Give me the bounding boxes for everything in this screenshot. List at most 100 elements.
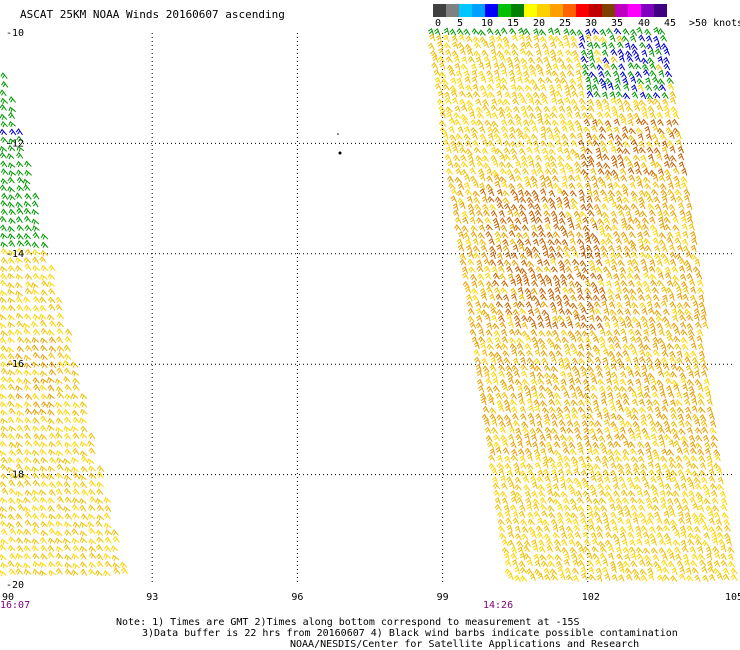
wind-barb xyxy=(464,43,473,51)
wind-barb xyxy=(461,266,469,274)
wind-barb xyxy=(40,553,48,560)
wind-barb xyxy=(489,41,496,49)
wind-barb xyxy=(678,265,686,273)
wind-barb xyxy=(570,294,577,302)
wind-barb xyxy=(508,426,515,434)
wind-barb xyxy=(614,342,622,350)
wind-barb xyxy=(702,574,709,583)
wind-barb xyxy=(637,237,644,246)
wind-barb xyxy=(696,328,704,337)
wind-barb xyxy=(645,35,653,43)
wind-barb xyxy=(438,47,445,56)
wind-barb xyxy=(8,106,17,113)
wind-barb xyxy=(713,567,721,575)
wind-barb xyxy=(32,552,40,560)
wind-barb xyxy=(0,224,7,232)
wind-barb xyxy=(680,377,687,385)
wind-barb xyxy=(56,360,65,368)
wind-barb xyxy=(492,272,500,280)
wind-barb xyxy=(79,536,88,544)
wind-barb xyxy=(690,253,698,261)
wind-barb xyxy=(456,238,464,246)
wind-barb xyxy=(493,434,501,442)
wind-barb xyxy=(41,400,49,408)
wind-barb xyxy=(607,294,615,302)
wind-barb xyxy=(485,377,493,385)
wind-barb xyxy=(678,257,686,266)
wind-barb xyxy=(610,210,617,218)
wind-barb xyxy=(542,202,550,210)
wind-barb xyxy=(490,104,498,112)
wind-barb xyxy=(543,49,550,57)
wind-barb xyxy=(46,401,55,408)
wind-barb xyxy=(466,48,474,57)
wind-barb xyxy=(645,77,651,85)
wind-barb xyxy=(498,420,506,428)
wind-barb xyxy=(16,169,24,176)
wind-barb xyxy=(632,511,640,519)
wind-barb xyxy=(7,201,15,208)
wind-barb xyxy=(653,560,661,568)
wind-barb xyxy=(531,279,539,288)
wind-barb xyxy=(652,229,659,238)
wind-barb xyxy=(707,566,715,574)
wind-barb xyxy=(543,567,551,575)
wind-barb xyxy=(531,231,539,238)
wind-barb xyxy=(501,279,509,287)
wind-barb xyxy=(669,350,676,359)
wind-barb xyxy=(536,272,544,281)
wind-barb xyxy=(663,433,672,441)
wind-barb xyxy=(25,344,33,352)
wind-barb xyxy=(661,245,668,253)
wind-barb xyxy=(694,370,700,378)
wind-barb xyxy=(698,512,706,520)
wind-barb xyxy=(540,83,547,92)
wind-barb xyxy=(492,377,499,386)
wind-barb xyxy=(659,538,666,546)
wind-barb xyxy=(23,304,32,312)
wind-barb xyxy=(8,505,17,512)
wind-barb xyxy=(570,41,578,49)
wind-barb xyxy=(598,77,607,85)
wind-barb xyxy=(581,266,589,274)
wind-barb xyxy=(657,369,665,378)
wind-barb xyxy=(48,481,57,489)
wind-barb xyxy=(550,210,558,218)
wind-barb xyxy=(554,545,562,553)
wind-barb xyxy=(681,383,688,392)
wind-barb xyxy=(528,56,536,64)
wind-barb xyxy=(640,315,648,323)
wind-barb xyxy=(582,545,591,553)
wind-barb xyxy=(492,126,500,134)
pass-time-label: 16:07 xyxy=(0,600,30,611)
wind-barb xyxy=(557,455,564,463)
wind-barb xyxy=(48,441,57,448)
scale-swatch xyxy=(602,4,615,17)
wind-barb xyxy=(526,138,533,147)
wind-barb xyxy=(15,520,23,528)
wind-barb xyxy=(1,192,9,200)
wind-barb xyxy=(552,216,559,225)
wind-barb xyxy=(516,69,523,77)
wind-barb xyxy=(494,196,503,204)
wind-barb xyxy=(685,468,693,476)
wind-barb xyxy=(676,503,684,512)
wind-barb xyxy=(470,63,478,71)
wind-barb xyxy=(507,209,514,217)
wind-barb xyxy=(88,561,97,568)
wind-barb xyxy=(656,103,664,112)
wind-barb xyxy=(638,504,646,512)
wind-barb xyxy=(520,154,528,163)
wind-barb xyxy=(496,188,503,197)
wind-barb xyxy=(675,131,682,140)
wind-barb xyxy=(615,237,623,245)
wind-barb xyxy=(562,497,570,505)
wind-barb xyxy=(643,377,650,385)
note-line-2: 3)Data buffer is 22 hrs from 20160607 4)… xyxy=(142,628,678,639)
wind-barb xyxy=(605,237,614,245)
wind-barb xyxy=(533,146,541,155)
wind-barb xyxy=(518,510,526,518)
wind-barb xyxy=(497,265,505,273)
wind-barb xyxy=(529,78,538,86)
wind-barb xyxy=(459,253,467,261)
